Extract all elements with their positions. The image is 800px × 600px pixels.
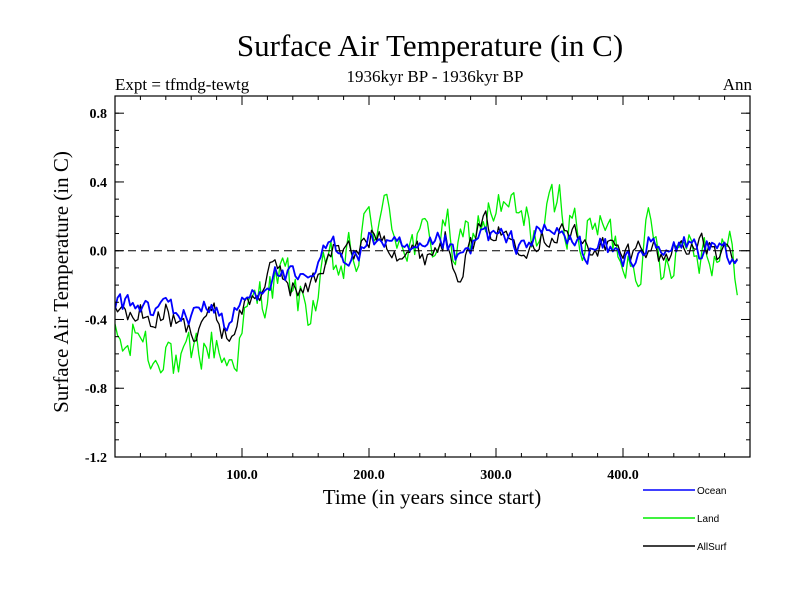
x-axis-label: Time (in years since start) (323, 485, 542, 509)
y-tick-label: 0.0 (90, 245, 108, 260)
plot-frame (114, 95, 751, 458)
time-period-label: 1936kyr BP - 1936kyr BP (347, 67, 524, 86)
y-axis-label: Surface Air Temperature (in C) (49, 151, 73, 413)
y-tick-label: -1.2 (85, 451, 107, 466)
x-tick-label: 200.0 (353, 468, 385, 483)
series-layer (115, 183, 739, 374)
legend: Ocean Land AllSurf (643, 486, 727, 553)
chart-title: Surface Air Temperature (in C) (237, 28, 623, 63)
series-line-allsurf (115, 210, 738, 342)
legend-label-ocean: Ocean (697, 486, 726, 497)
x-tick-label: 400.0 (607, 468, 639, 483)
season-label: Ann (723, 75, 753, 94)
y-tick-label: -0.8 (85, 382, 107, 397)
y-tick-label: 0.8 (90, 107, 108, 122)
legend-label-land: Land (697, 514, 719, 525)
x-tick-label: 100.0 (226, 468, 258, 483)
plot-area: -1.2 -0.8 -0.4 0.0 0.4 0.8 100.0 200.0 300.0 400.… (85, 95, 751, 483)
legend-label-allsurf: AllSurf (697, 542, 727, 553)
experiment-label: Expt = tfmdg-tewtg (115, 75, 250, 94)
y-tick-label: 0.4 (90, 176, 108, 191)
y-tick-label: -0.4 (85, 313, 107, 328)
x-tick-label: 300.0 (480, 468, 512, 483)
ticks-layer: -1.2 -0.8 -0.4 0.0 0.4 0.8 100.0 200.0 300.0 400.… (85, 95, 750, 483)
series-line-land (115, 183, 738, 374)
series-line-ocean (115, 223, 739, 332)
